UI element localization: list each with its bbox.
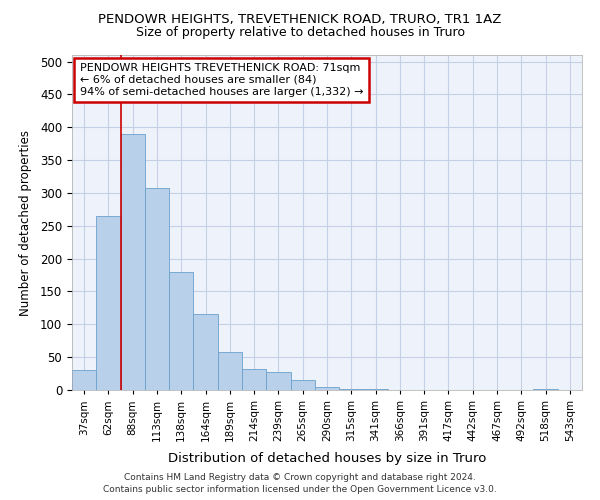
- X-axis label: Distribution of detached houses by size in Truro: Distribution of detached houses by size …: [168, 452, 486, 466]
- Bar: [145, 188, 169, 390]
- Bar: [266, 372, 290, 390]
- Text: Contains HM Land Registry data © Crown copyright and database right 2024.
Contai: Contains HM Land Registry data © Crown c…: [103, 472, 497, 494]
- Text: Size of property relative to detached houses in Truro: Size of property relative to detached ho…: [136, 26, 464, 39]
- Bar: [193, 314, 218, 390]
- Bar: [242, 369, 266, 390]
- Bar: [96, 216, 121, 390]
- Bar: [290, 380, 315, 390]
- Bar: [315, 386, 339, 390]
- Bar: [339, 388, 364, 390]
- Bar: [72, 370, 96, 390]
- Bar: [169, 272, 193, 390]
- Y-axis label: Number of detached properties: Number of detached properties: [19, 130, 32, 316]
- Bar: [218, 352, 242, 390]
- Text: PENDOWR HEIGHTS TREVETHENICK ROAD: 71sqm
← 6% of detached houses are smaller (84: PENDOWR HEIGHTS TREVETHENICK ROAD: 71sqm…: [80, 64, 363, 96]
- Text: PENDOWR HEIGHTS, TREVETHENICK ROAD, TRURO, TR1 1AZ: PENDOWR HEIGHTS, TREVETHENICK ROAD, TRUR…: [98, 12, 502, 26]
- Bar: [121, 134, 145, 390]
